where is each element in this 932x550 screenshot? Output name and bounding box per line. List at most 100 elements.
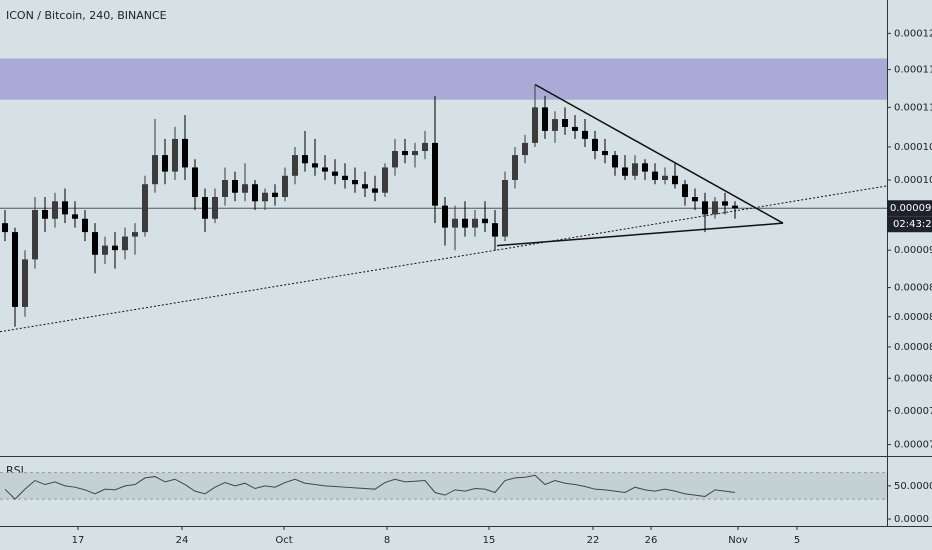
x-tick-label: 22: [587, 535, 600, 546]
candle-body: [222, 179, 228, 198]
candle-body: [702, 201, 708, 215]
candle-body: [692, 197, 698, 202]
rsi-y-tick-label: 0.0000: [894, 514, 929, 525]
candle-body: [622, 167, 628, 176]
candle-body: [532, 107, 538, 143]
candle-body: [712, 201, 718, 215]
candle-body: [292, 155, 298, 176]
candle-body: [242, 184, 248, 193]
candle-body: [152, 155, 158, 185]
candle-body: [62, 201, 68, 215]
candle-body: [52, 201, 58, 219]
candle-body: [252, 184, 258, 202]
candle-body: [732, 205, 738, 209]
y-tick-label: 0.0000770: [894, 406, 932, 417]
x-tick-label: 17: [72, 535, 85, 546]
x-tick-label: 15: [483, 535, 496, 546]
candle-body: [202, 197, 208, 219]
candle-body: [722, 201, 728, 206]
countdown: 02:43:25: [893, 219, 932, 230]
candle-body: [422, 142, 428, 152]
candle-body: [32, 209, 38, 260]
candle-body: [682, 184, 688, 198]
candle-body: [42, 209, 48, 219]
candle-body: [192, 167, 198, 198]
candle-body: [162, 155, 168, 172]
x-tick-label: Oct: [275, 535, 292, 546]
rsi-line: [4, 474, 736, 500]
last-price-box: [887, 200, 932, 217]
candle-body: [142, 184, 148, 233]
x-tick-label: 5: [794, 535, 800, 546]
candle-body: [582, 130, 588, 139]
x-tick-label: Nov: [728, 535, 748, 546]
y-tick-label: 0.0000930: [894, 245, 932, 256]
candle-body: [282, 175, 288, 198]
rsi-y-tick-label: 50.0000: [894, 481, 932, 492]
candle-body: [512, 155, 518, 180]
candle-body: [12, 232, 18, 307]
candle-body: [302, 155, 308, 164]
y-tick-label: 0.0000860: [894, 312, 932, 323]
candle-body: [102, 245, 108, 255]
candle-body: [322, 167, 328, 172]
resistance-zone: [0, 58, 887, 100]
candle-body: [382, 167, 388, 193]
candle-body: [572, 126, 578, 131]
candle-body: [232, 179, 238, 193]
y-tick-label: 0.0001150: [894, 65, 932, 76]
candle-body: [552, 119, 558, 131]
candle-body: [432, 142, 438, 206]
candle-body: [2, 223, 8, 233]
candle-body: [662, 175, 668, 180]
candle-body: [122, 236, 128, 251]
candle-body: [82, 218, 88, 233]
candle-body: [342, 175, 348, 180]
candle-body: [402, 151, 408, 156]
x-tick-label: 8: [384, 535, 390, 546]
candle-body: [502, 179, 508, 237]
candle-body: [332, 171, 338, 176]
candle-body: [412, 151, 418, 156]
y-tick-label: 0.0001200: [894, 28, 932, 39]
candle-body: [442, 205, 448, 228]
last-price-label: 0.0000977: [890, 203, 932, 214]
y-tick-label: 0.0000740: [894, 440, 932, 451]
trend-line: [0, 185, 888, 333]
candle-body: [592, 138, 598, 152]
candle-body: [522, 142, 528, 156]
candle-body: [22, 259, 28, 307]
chart-title: ICON / Bitcoin, 240, BINANCE: [6, 9, 167, 22]
candle-body: [472, 218, 478, 228]
candle-body: [72, 214, 78, 219]
candle-body: [452, 218, 458, 228]
candle-body: [362, 184, 368, 189]
candle-body: [112, 245, 118, 251]
candle-body: [262, 192, 268, 202]
candle-body: [172, 138, 178, 172]
candle-body: [542, 107, 548, 131]
candle-body: [642, 163, 648, 172]
candle-body: [492, 223, 498, 237]
candle-body: [182, 138, 188, 168]
countdown-box: [887, 216, 932, 233]
x-tick-label: 26: [645, 535, 658, 546]
y-tick-label: 0.0001100: [894, 102, 932, 113]
candle-body: [602, 151, 608, 156]
y-tick-label: 0.0001050: [894, 142, 932, 153]
trend-line: [534, 83, 784, 224]
candle-body: [352, 179, 358, 185]
candle-body: [92, 232, 98, 255]
candle-body: [672, 175, 678, 185]
candle-body: [392, 151, 398, 168]
candle-body: [212, 197, 218, 219]
candle-body: [462, 218, 468, 228]
candle-body: [482, 218, 488, 224]
candle-body: [632, 163, 638, 176]
candle-body: [272, 192, 278, 198]
candle-body: [652, 171, 658, 180]
x-tick-label: 24: [176, 535, 189, 546]
y-tick-label: 0.0000890: [894, 283, 932, 294]
y-tick-label: 0.0000830: [894, 342, 932, 353]
